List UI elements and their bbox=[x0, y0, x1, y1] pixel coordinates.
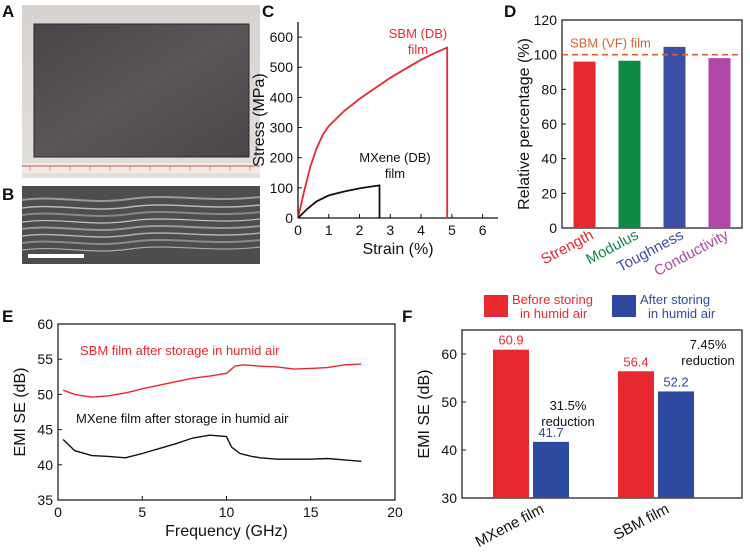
y-tick-label: 500 bbox=[270, 59, 294, 75]
y-tick-label: 80 bbox=[541, 81, 557, 97]
y-tick-label: 45 bbox=[37, 422, 53, 438]
panel-letter-e: E bbox=[2, 307, 13, 326]
legend-label-before-1: Before storing bbox=[512, 292, 593, 307]
panel-letter-c: C bbox=[262, 2, 274, 21]
annotation-mxene-line1: MXene (DB) bbox=[359, 150, 431, 165]
bar-before-mxene bbox=[493, 349, 529, 498]
chart-stress-strain: 0 100 200 300 400 500 600 0 1 2 3 4 5 6 Strain (%) Stre… bbox=[251, 22, 498, 258]
plot-frame bbox=[461, 329, 743, 499]
category-label-mxene: MXene film bbox=[473, 501, 547, 551]
bar-strength bbox=[573, 61, 596, 228]
x-axis-label: Frequency (GHz) bbox=[165, 523, 288, 540]
x-tick-label: 15 bbox=[303, 504, 319, 520]
bar-conductivity bbox=[708, 58, 731, 229]
annotation-sbm-line1: SBM (DB) bbox=[389, 26, 448, 41]
data-label: 41.7 bbox=[538, 425, 563, 440]
x-tick-label: 5 bbox=[448, 222, 456, 238]
bar-before-sbm bbox=[618, 371, 654, 498]
x-tick-label: 5 bbox=[138, 504, 146, 520]
x-tick-label: 10 bbox=[219, 504, 235, 520]
y-tick-label: 100 bbox=[534, 47, 558, 63]
x-tick-label: 3 bbox=[386, 222, 394, 238]
series-line-mxene bbox=[62, 434, 362, 462]
bar-toughness bbox=[663, 46, 686, 228]
y-axis-label: Stress (MPa) bbox=[251, 73, 268, 166]
y-tick-label: 300 bbox=[270, 120, 294, 136]
y-tick-label: 200 bbox=[270, 150, 294, 166]
y-tick-label: 20 bbox=[541, 185, 557, 201]
photo-film bbox=[22, 5, 260, 178]
y-tick-label: 55 bbox=[37, 351, 53, 367]
x-tick-label: 6 bbox=[479, 222, 487, 238]
sem-cross-section-image bbox=[21, 186, 261, 264]
y-tick-label: 600 bbox=[270, 29, 294, 45]
y-tick-label: 100 bbox=[270, 180, 294, 196]
y-tick-label: 60 bbox=[541, 116, 557, 132]
x-tick-label: 4 bbox=[417, 222, 425, 238]
y-axis-label: Relative percentage (%) bbox=[516, 38, 533, 210]
annotation-sbm-line2: film bbox=[408, 42, 428, 57]
panel-letter-d: D bbox=[504, 2, 516, 21]
data-label: 52.2 bbox=[663, 374, 688, 389]
annotation-mxene-reduction-2: reduction bbox=[541, 414, 594, 429]
annotation-sbm-reduction-2: reduction bbox=[681, 353, 734, 368]
y-tick-label: 40 bbox=[541, 151, 557, 167]
chart-emi-bars: 30 40 50 60 EMI SE (dB) 60.9 56.4 41.7 52.2 MXene… bbox=[416, 292, 743, 551]
data-label: 56.4 bbox=[623, 354, 648, 369]
y-tick-label: 35 bbox=[37, 492, 53, 508]
scale-bar bbox=[28, 254, 84, 258]
chart-emi-frequency: 35 40 45 50 55 60 0 5 10 15 20 Frequency (GHz) EMI S… bbox=[12, 316, 403, 540]
bar-after-mxene bbox=[533, 441, 569, 498]
x-tick-label: 1 bbox=[325, 222, 333, 238]
x-tick-label: 20 bbox=[387, 504, 403, 520]
legend-label-after-2: in humid air bbox=[648, 306, 716, 321]
series-label-mxene: MXene film after storage in humid air bbox=[76, 411, 289, 426]
x-axis-label: Strain (%) bbox=[362, 241, 433, 258]
series-line-sbm bbox=[62, 363, 362, 398]
y-axis-label: EMI SE (dB) bbox=[416, 370, 433, 459]
y-tick-label: 60 bbox=[441, 346, 457, 362]
y-tick-label: 60 bbox=[37, 316, 53, 332]
legend-swatch-after bbox=[612, 295, 636, 317]
legend-label-after-1: After storing bbox=[640, 292, 710, 307]
bar-modulus bbox=[618, 60, 641, 228]
y-tick-label: 0 bbox=[549, 220, 557, 236]
y-tick-label: 0 bbox=[285, 210, 293, 226]
x-tick-label: 0 bbox=[294, 222, 302, 238]
y-tick-label: 40 bbox=[441, 442, 457, 458]
reference-line-label: SBM (VF) film bbox=[570, 36, 651, 51]
y-tick-label: 120 bbox=[534, 12, 558, 28]
data-label: 60.9 bbox=[498, 333, 523, 348]
y-tick-label: 50 bbox=[441, 394, 457, 410]
panel-letter-b: B bbox=[2, 185, 14, 204]
category-label-sbm: SBM film bbox=[611, 501, 672, 544]
legend-swatch-before bbox=[484, 295, 508, 317]
x-tick-label: 0 bbox=[54, 504, 62, 520]
y-tick-label: 30 bbox=[441, 490, 457, 506]
annotation-mxene-reduction-1: 31.5% bbox=[550, 398, 587, 413]
y-tick-label: 50 bbox=[37, 386, 53, 402]
annotation-mxene-line2: film bbox=[385, 166, 405, 181]
x-tick-label: 2 bbox=[356, 222, 364, 238]
legend-label-before-2: in humid air bbox=[520, 306, 588, 321]
series-line-mxene bbox=[297, 184, 381, 219]
panel-letter-f: F bbox=[402, 307, 412, 326]
annotation-sbm-reduction-1: 7.45% bbox=[690, 337, 727, 352]
y-axis-label: EMI SE (dB) bbox=[12, 368, 29, 457]
y-tick-label: 400 bbox=[270, 89, 294, 105]
panel-letter-a: A bbox=[2, 2, 14, 21]
bar-after-sbm bbox=[658, 391, 694, 498]
y-tick-label: 40 bbox=[37, 457, 53, 473]
series-label-sbm: SBM film after storage in humid air bbox=[80, 343, 280, 358]
series-line-sbm bbox=[297, 46, 449, 219]
